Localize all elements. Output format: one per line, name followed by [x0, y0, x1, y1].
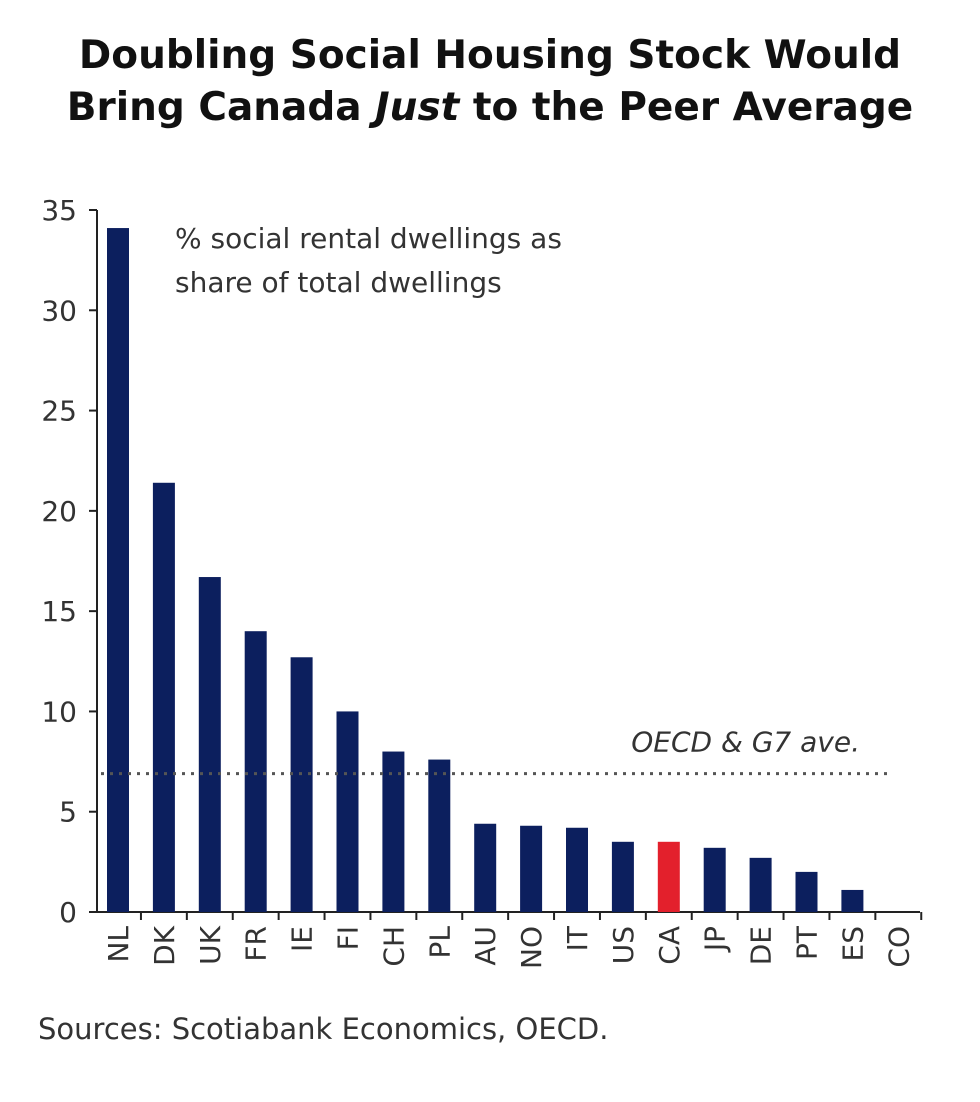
title-part: Bring Canada — [66, 85, 376, 130]
bar-es — [841, 889, 864, 912]
bar-dk — [152, 482, 175, 912]
x-tick-label: UK — [194, 925, 227, 964]
reference-label: OECD & G7 ave. — [631, 726, 860, 759]
bar-uk — [198, 577, 221, 912]
bar-jp — [703, 847, 726, 912]
bar-de — [749, 857, 772, 912]
title-part: to the Peer Average — [459, 85, 914, 130]
x-tick-label: NO — [515, 926, 548, 969]
annotation-line-1: % social rental dwellings as — [175, 222, 562, 255]
x-tick-label: DK — [148, 925, 181, 966]
y-tick-label: 0 — [59, 896, 77, 929]
chart-title: Doubling Social Housing Stock Would Brin… — [0, 30, 980, 134]
x-tick-label: PL — [423, 926, 456, 959]
bar-us — [611, 841, 634, 912]
x-tick-label: JP — [699, 926, 732, 953]
annotation-line-2: share of total dwellings — [175, 266, 502, 299]
x-tick-label: US — [607, 926, 640, 964]
y-tick-label: 25 — [41, 395, 77, 428]
title-line-1: Doubling Social Housing Stock Would — [78, 33, 902, 78]
title-emphasis: Just — [375, 85, 460, 130]
y-tick-label: 15 — [41, 595, 77, 628]
y-tick-label: 10 — [41, 695, 77, 728]
bar-ch — [382, 751, 405, 912]
x-tick-label: PT — [791, 925, 824, 960]
x-tick-label: AU — [469, 926, 502, 966]
bar-nl — [107, 228, 129, 913]
bar-fi — [336, 711, 359, 912]
x-tick-label: ES — [836, 926, 869, 961]
x-tick-label: FI — [332, 926, 365, 950]
source-note: Sources: Scotiabank Economics, OECD. — [38, 1012, 609, 1046]
y-tick-label: 5 — [59, 796, 77, 829]
x-tick-label: CH — [377, 926, 410, 967]
bar-au — [474, 823, 497, 912]
y-tick-label: 30 — [41, 294, 77, 327]
bar-fr — [244, 631, 267, 912]
y-tick-label: 20 — [41, 495, 77, 528]
bar-no — [520, 825, 543, 912]
y-tick-label: 35 — [41, 194, 77, 227]
x-tick-label: FR — [240, 926, 273, 962]
x-tick-label: NL — [102, 926, 135, 963]
title-line-2: Bring Canada Just to the Peer Average — [0, 82, 980, 134]
x-tick-label: DE — [745, 926, 778, 965]
bar-ie — [290, 657, 313, 912]
x-tick-label: CA — [653, 926, 686, 965]
bar-it — [566, 827, 588, 912]
bar-pl — [428, 759, 451, 912]
x-tick-label: IE — [286, 926, 319, 952]
bar-pt — [795, 871, 818, 912]
bar-ca — [657, 841, 680, 912]
x-tick-label: CO — [882, 926, 915, 968]
x-tick-label: IT — [561, 925, 594, 951]
